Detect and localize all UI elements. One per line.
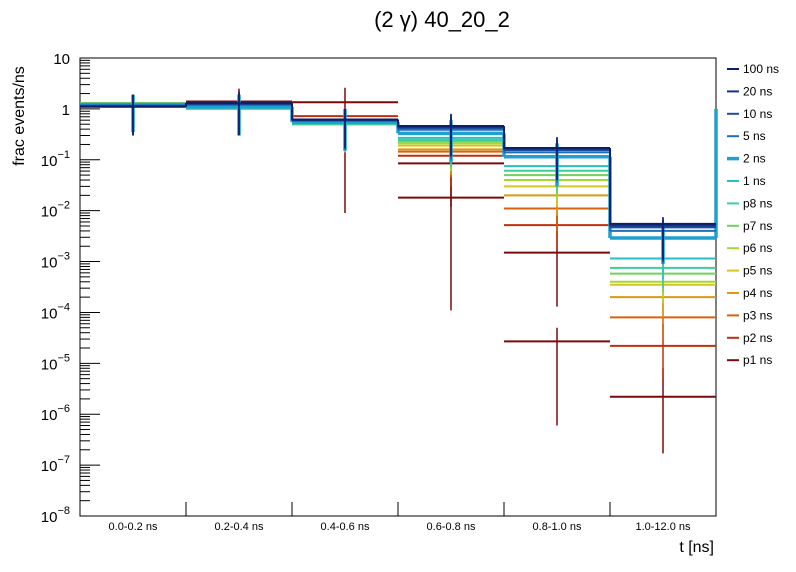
y-tick-label: 10−2 — [41, 200, 70, 221]
legend-label: p5 ns — [743, 264, 772, 278]
x-tick-label: 0.4-0.6 ns — [321, 521, 370, 533]
legend-label: p4 ns — [743, 286, 772, 300]
series-10-ns — [80, 92, 716, 262]
x-axis-title: t [ns] — [679, 539, 714, 556]
x-tick-label: 0.0-0.2 ns — [109, 521, 158, 533]
x-tick-label: 1.0-12.0 ns — [635, 521, 691, 533]
legend-label: p3 ns — [743, 308, 772, 322]
legend-label: p1 ns — [743, 353, 772, 367]
legend-label: 10 ns — [743, 107, 772, 121]
x-tick-label: 0.8-1.0 ns — [533, 521, 582, 533]
y-axis: 10−8 10−7 10−6 10−5 10−4 10−3 10−2 10−1 1 10 — [41, 51, 100, 526]
legend-label: 5 ns — [743, 129, 766, 143]
x-tick-label: 0.2-0.4 ns — [215, 521, 264, 533]
chart-title: (2 γ) 40_20_2 — [374, 7, 510, 32]
legend-label: p6 ns — [743, 241, 772, 255]
legend-label: p7 ns — [743, 219, 772, 233]
y-tick-label: 10−1 — [41, 149, 70, 170]
x-tick-label: 0.6-0.8 ns — [427, 521, 476, 533]
y-tick-label: 10−8 — [41, 505, 70, 526]
series-100-ns — [80, 91, 716, 260]
y-tick-label: 10 — [53, 51, 70, 68]
series-layer — [80, 87, 718, 454]
legend-label: 20 ns — [743, 84, 772, 98]
legend: 100 ns 20 ns 10 ns 5 ns 2 ns 1 ns p8 ns p7 ns p6… — [727, 62, 779, 367]
y-tick-label: 10−3 — [41, 251, 70, 272]
series-p2-ns — [80, 93, 716, 379]
x-axis: 0.0-0.2 ns 0.2-0.4 ns 0.4-0.6 ns 0.6-0.8 ns… — [109, 502, 691, 533]
y-tick-label: 10−7 — [41, 454, 70, 475]
series-20-ns — [80, 92, 716, 262]
y-axis-title: frac events/ns — [11, 66, 28, 166]
y-tick-label: 1 — [62, 102, 70, 119]
y-tick-label: 10−4 — [41, 301, 70, 322]
legend-label: 2 ns — [743, 152, 766, 166]
legend-label: 100 ns — [743, 62, 779, 76]
y-tick-label: 10−5 — [41, 352, 70, 373]
y-tick-label: 10−6 — [41, 403, 70, 424]
legend-label: p8 ns — [743, 196, 772, 210]
legend-label: p2 ns — [743, 331, 772, 345]
series-extra — [398, 162, 610, 426]
legend-label: 1 ns — [743, 174, 766, 188]
